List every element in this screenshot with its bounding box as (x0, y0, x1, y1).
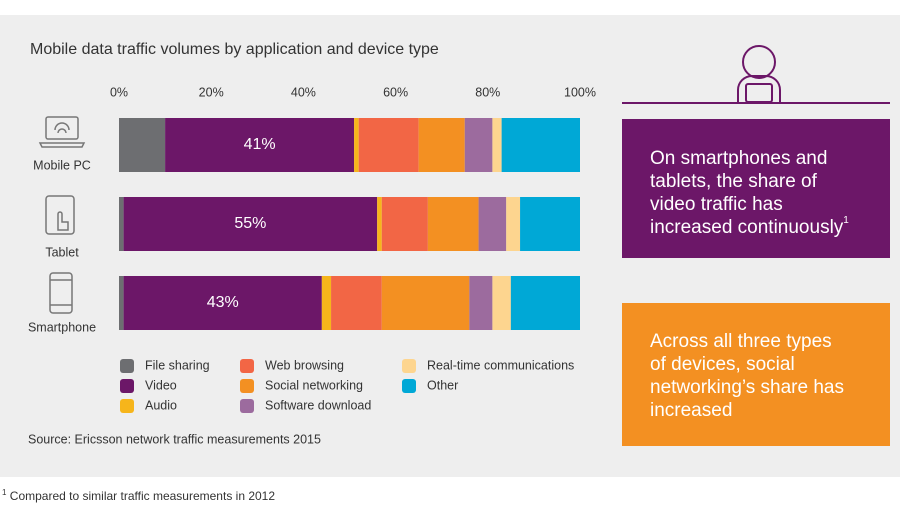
x-tick-label: 20% (199, 85, 224, 99)
bar-segment (469, 276, 493, 330)
annotation-box: On smartphones and tablets, the share of… (622, 119, 890, 258)
x-tick-label: 100% (564, 85, 596, 99)
bar-segment (492, 118, 502, 172)
icons (38, 116, 86, 314)
annotation-text: On smartphones and tablets, the share of… (650, 148, 844, 238)
legend-label: File sharing (145, 358, 210, 372)
bar-segment (358, 118, 419, 172)
bar-segment (331, 276, 382, 330)
footnote-text: Compared to similar traffic measurements… (9, 489, 276, 503)
bar-segment (506, 197, 521, 251)
legend-label: Audio (145, 398, 177, 412)
x-tick-label: 40% (291, 85, 316, 99)
bar-segment (321, 276, 332, 330)
legend-label: Software download (265, 398, 371, 412)
bar-segment (119, 197, 124, 251)
legend-label: Other (427, 378, 458, 392)
legend-swatch (402, 379, 416, 393)
x-tick-label: 0% (110, 85, 128, 99)
bar-segment (427, 197, 479, 251)
category-label: Mobile PC (33, 158, 91, 172)
legend-swatch (120, 399, 134, 413)
bar-segment (464, 118, 493, 172)
bar-segment (510, 276, 580, 330)
legend-label: Web browsing (265, 358, 344, 372)
chart-title: Mobile data traffic volumes by applicati… (30, 41, 439, 58)
legend-swatch (240, 359, 254, 373)
bar-segment (492, 276, 511, 330)
legend-swatch (120, 379, 134, 393)
legend-label: Social networking (265, 378, 363, 392)
bar-segment (354, 118, 359, 172)
annotation-text: Across all three types of devices, socia… (650, 331, 844, 421)
legend-swatch (120, 359, 134, 373)
category-label: Smartphone (28, 320, 96, 334)
category-label: Tablet (45, 245, 79, 259)
bar-segment (377, 197, 382, 251)
bar-segment (501, 118, 580, 172)
x-tick-label: 80% (475, 85, 500, 99)
x-tick-label: 60% (383, 85, 408, 99)
source: Source: Ericsson network traffic measure… (28, 432, 321, 446)
legend-swatch (240, 379, 254, 393)
footnote-mark: 1 (2, 488, 7, 497)
bar-segment (119, 276, 124, 330)
value-label: 41% (244, 136, 276, 153)
bar-segment (520, 197, 580, 251)
legend-swatch (402, 359, 416, 373)
person-icon (622, 45, 890, 104)
value-label: 55% (234, 215, 266, 232)
legend-swatch (240, 399, 254, 413)
bar-segment (478, 197, 507, 251)
legend-label: Real-time communications (427, 358, 574, 372)
annotation-box: Across all three types of devices, socia… (622, 303, 890, 446)
bar-segment (123, 276, 322, 330)
bar-segment (381, 276, 470, 330)
footnote: 1 Compared to similar traffic measuremen… (2, 488, 275, 503)
legend-label: Video (145, 378, 177, 392)
bar-segment (123, 197, 378, 251)
note-mark: 1 (843, 215, 849, 226)
bar-segment (119, 118, 166, 172)
value-label: 43% (207, 294, 239, 311)
bar-segment (165, 118, 355, 172)
bar-segment (381, 197, 428, 251)
bar-segment (418, 118, 465, 172)
